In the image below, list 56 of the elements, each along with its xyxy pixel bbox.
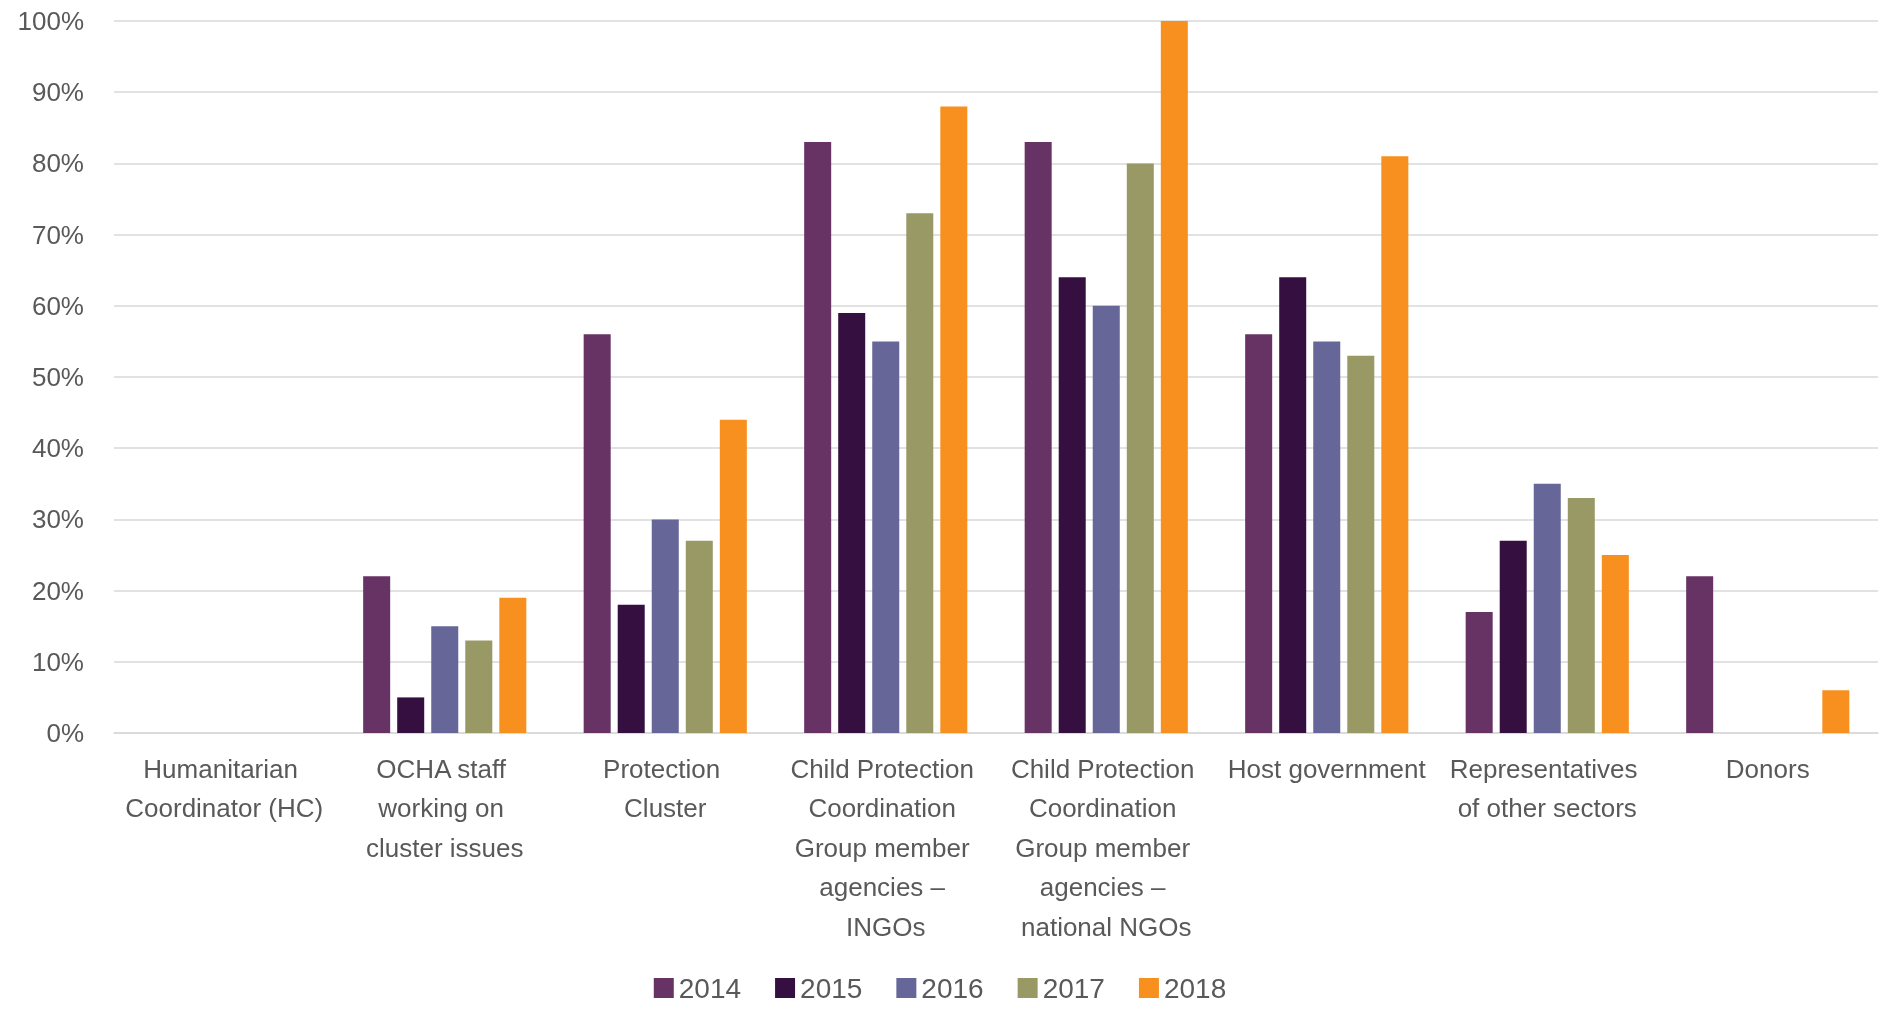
bar: [1465, 611, 1493, 733]
bar: [1381, 156, 1409, 733]
y-tick-label: 90%: [31, 77, 84, 108]
bar: [1245, 334, 1273, 733]
bar: [583, 334, 611, 733]
bar: [1822, 690, 1850, 733]
bar: [906, 213, 934, 733]
bar: [1533, 483, 1561, 733]
x-tick-label: Child Protection Coordination Group member agencies – INGOs: [790, 753, 982, 942]
y-tick-label: 70%: [31, 219, 84, 250]
x-tick-label: Donors: [1725, 753, 1810, 784]
y-tick-label: 10%: [31, 646, 84, 677]
x-tick-label: Humanitarian Coordinator (HC): [125, 753, 324, 824]
bar: [1092, 305, 1120, 733]
y-tick-label: 60%: [31, 290, 84, 321]
bar: [804, 142, 832, 733]
bar: [617, 604, 645, 733]
bar: [431, 626, 459, 733]
legend-label: 2016: [921, 972, 984, 1004]
bar: [1058, 277, 1086, 733]
bar: [872, 341, 900, 733]
bar: [1347, 355, 1375, 733]
bar: [499, 597, 527, 733]
bar: [1160, 21, 1188, 733]
y-tick-label: 50%: [31, 362, 84, 392]
x-tick-label: Representatives of other sectors: [1449, 753, 1645, 824]
bar: [1024, 142, 1052, 733]
y-tick-label: 0%: [46, 718, 84, 748]
bar: [1126, 163, 1154, 733]
bar: [1686, 576, 1714, 733]
bar: [465, 640, 493, 733]
bar: [1313, 341, 1341, 733]
y-tick-label: 80%: [31, 148, 84, 179]
legend-label: 2015: [800, 972, 863, 1004]
y-tick-label: 30%: [31, 504, 84, 535]
bar: [1279, 277, 1307, 733]
bar: [1567, 498, 1595, 733]
x-tick-label: Protection Cluster: [603, 753, 728, 824]
bar: [1601, 555, 1629, 733]
bar: [719, 419, 747, 733]
y-tick-label: 100%: [17, 6, 84, 36]
x-tick-label: Child Protection Coordination Group member agencies – national NGOs: [1010, 753, 1202, 942]
legend-label: 2018: [1163, 972, 1227, 1004]
bar: [397, 697, 425, 733]
y-tick-label: 20%: [31, 575, 84, 606]
x-tick-label: Host government: [1227, 753, 1427, 784]
x-tick-label: OCHA staff working on cluster issues: [366, 753, 524, 863]
bar: [685, 540, 713, 733]
y-tick-label: 40%: [31, 433, 84, 464]
bar: [363, 576, 391, 733]
legend-label: 2014: [678, 972, 742, 1004]
bar: [838, 312, 866, 733]
legend-label: 2017: [1042, 972, 1105, 1004]
bar: [1499, 540, 1527, 733]
bar: [651, 519, 679, 733]
bar: [940, 106, 968, 733]
